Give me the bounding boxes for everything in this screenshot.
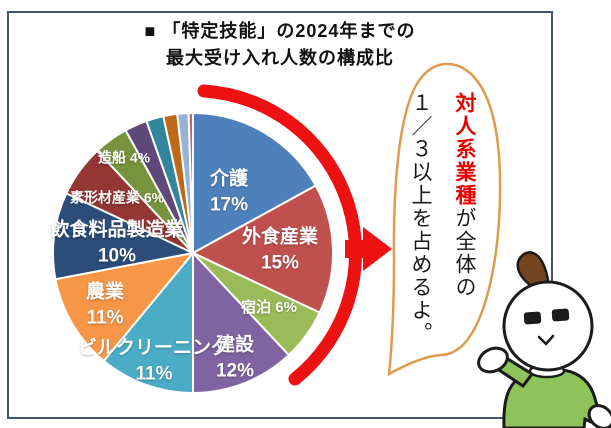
highlight-arc xyxy=(197,84,363,386)
callout-text: 対人系業種が全体の １／３以上を占めるよ。 xyxy=(400,92,486,382)
pie-slice-建設 xyxy=(192,252,290,394)
mascot-mouth xyxy=(537,334,555,346)
pie-slice-外食産業 xyxy=(192,184,334,314)
callout-column-2: １／３以上を占めるよ。 xyxy=(409,92,432,345)
right-arrow-icon xyxy=(345,227,392,271)
mascot-sprout-icon xyxy=(516,251,551,291)
callout-column-1: 対人系業種が全体の xyxy=(442,92,486,382)
callout-rest: が全体の xyxy=(453,207,476,299)
mascot-left-hand xyxy=(477,346,509,374)
mascot-character xyxy=(477,251,611,428)
page-title-line1: ■ 「特定技能」の2024年までの xyxy=(144,21,416,41)
pie-slice-農業 xyxy=(54,252,194,362)
page-title: ■ 「特定技能」の2024年までの 最大受け入れ人数の構成比 xyxy=(7,18,553,72)
mascot-right-eye xyxy=(551,308,570,322)
mascot-left-eye xyxy=(523,311,542,325)
pie-slice-ビルクリーニング xyxy=(102,252,194,394)
pie-chart xyxy=(52,112,334,394)
pie-slice-small-13 xyxy=(187,112,194,254)
mascot-head xyxy=(502,280,594,372)
callout-highlight: 対人系業種 xyxy=(453,92,476,207)
speech-bubble xyxy=(387,62,502,377)
pie-slice-飲食料品製造業 xyxy=(52,192,194,281)
page-title-line2: 最大受け入れ人数の構成比 xyxy=(166,48,394,68)
pie-slice-介護 xyxy=(192,112,317,254)
